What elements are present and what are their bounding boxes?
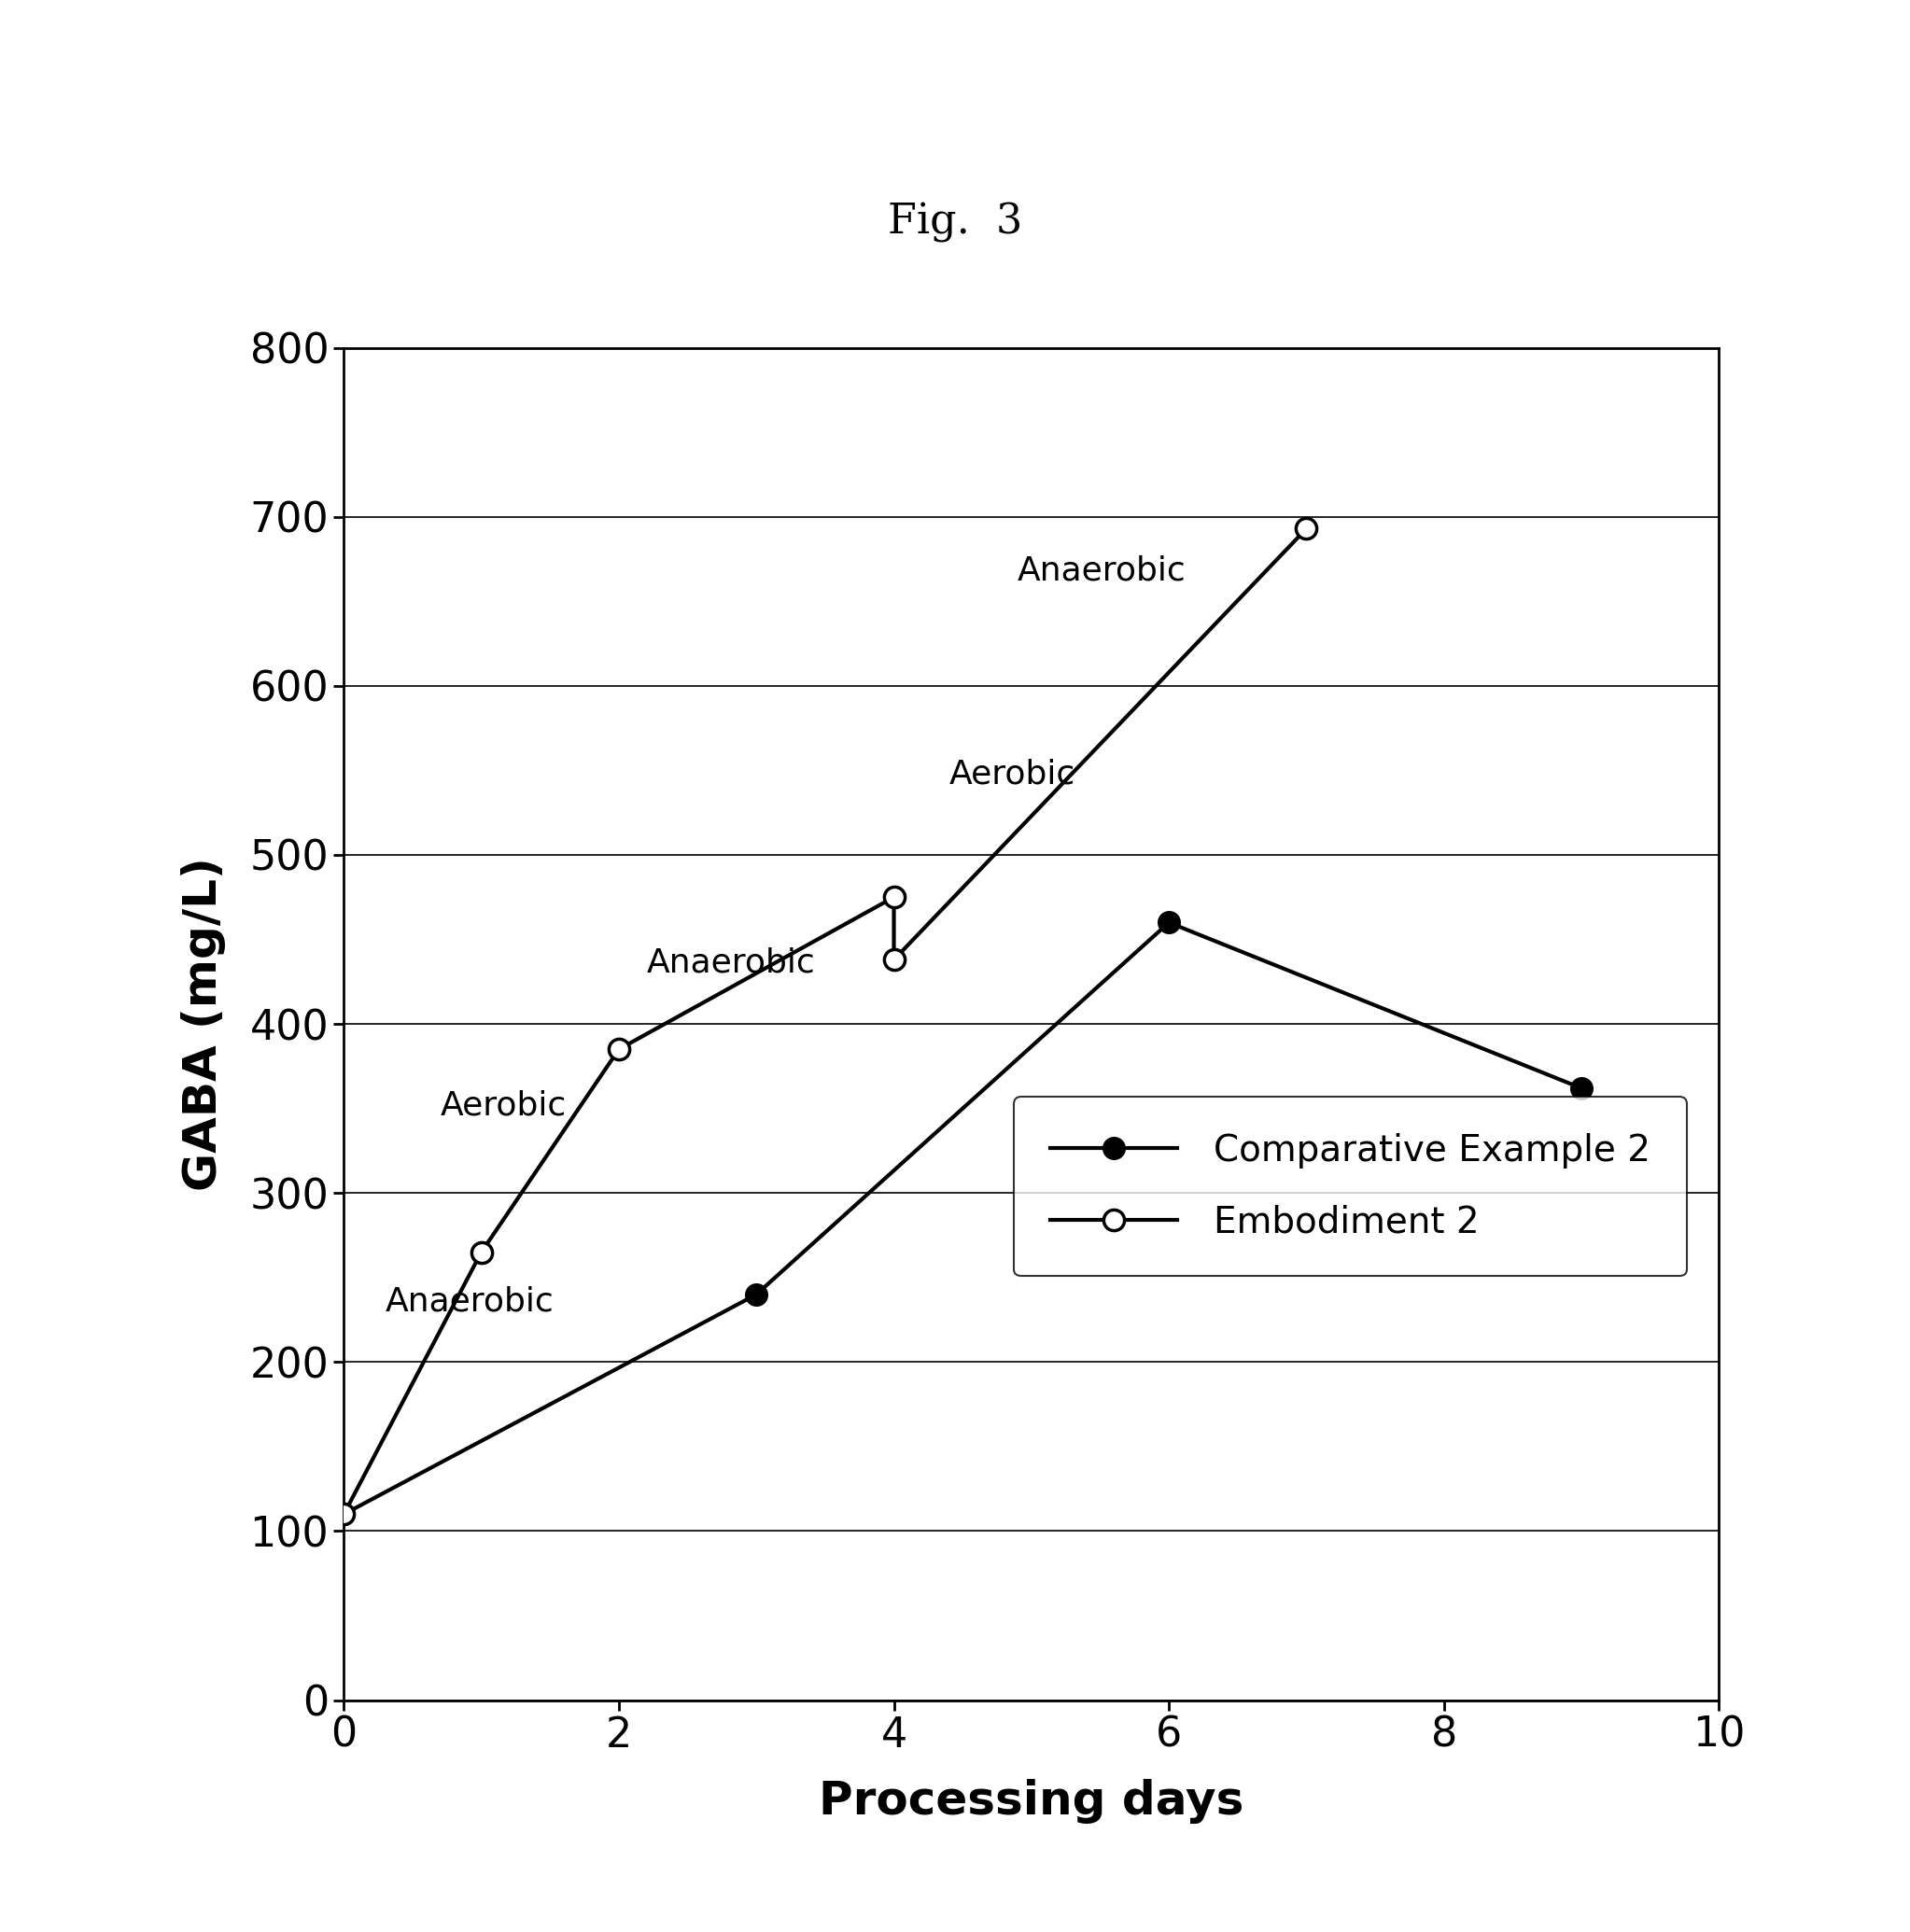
X-axis label: Processing days: Processing days (819, 1779, 1243, 1824)
Legend: Comparative Example 2, Embodiment 2: Comparative Example 2, Embodiment 2 (1014, 1097, 1687, 1277)
Text: Aerobic: Aerobic (949, 757, 1075, 790)
Text: Anaerobic: Anaerobic (646, 947, 816, 980)
Embodiment 2 (470, 1240, 493, 1264)
Text: Aerobic: Aerobic (439, 1090, 567, 1121)
Text: Fig.  3: Fig. 3 (888, 203, 1022, 242)
Y-axis label: GABA (mg/L): GABA (mg/L) (181, 858, 225, 1190)
Text: Anaerobic: Anaerobic (1018, 554, 1186, 587)
Embodiment 2 (332, 1503, 355, 1526)
Line: Embodiment 2: Embodiment 2 (334, 518, 1316, 1524)
Embodiment 2 (882, 885, 905, 908)
Comparative Example 2 (1570, 1076, 1593, 1099)
Embodiment 2 (1295, 518, 1318, 541)
Text: Anaerobic: Anaerobic (386, 1285, 554, 1318)
Line: Comparative Example 2: Comparative Example 2 (334, 912, 1591, 1524)
Comparative Example 2 (332, 1503, 355, 1526)
Comparative Example 2 (745, 1283, 768, 1306)
Comparative Example 2 (1157, 912, 1180, 935)
Embodiment 2 (882, 949, 905, 972)
Embodiment 2 (607, 1037, 630, 1061)
